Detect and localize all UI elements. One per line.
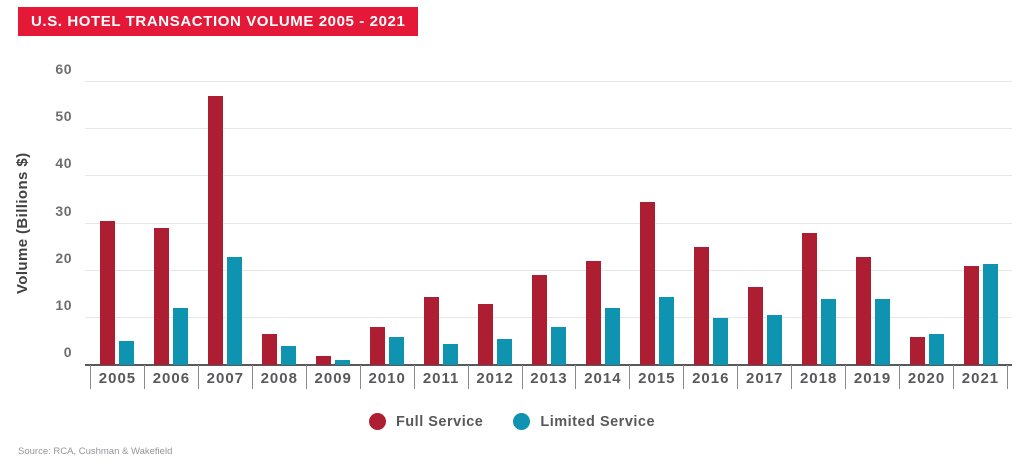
gridline-20 [85,269,1012,271]
bar-group-2019 [846,82,900,365]
x-tick-label-2016: 2016 [683,365,737,389]
y-tick-label-50: 50 [55,108,72,125]
legend-item-limited-service: Limited Service [513,413,655,430]
x-tick-label-2007: 2007 [197,365,252,389]
bar-limited-service-2005 [119,341,134,365]
x-tick-label-2012: 2012 [467,365,522,389]
bar-limited-service-2013 [551,327,566,365]
bar-full-service-2007 [208,96,223,365]
gridline-50 [85,128,1012,130]
bar-full-service-2009 [316,355,331,365]
y-tick-label-10: 10 [55,296,72,313]
bar-limited-service-2008 [281,346,296,365]
bar-limited-service-2006 [173,308,188,365]
x-tick-label-2009: 2009 [305,365,360,389]
y-tick-label-40: 40 [55,155,72,172]
bar-limited-service-2020 [929,334,944,365]
y-tick-label-60: 60 [55,61,72,77]
bar-full-service-2016 [694,247,709,365]
bar-group-2013 [522,82,576,365]
bar-limited-service-2016 [713,317,728,365]
bar-full-service-2005 [100,221,115,365]
bar-group-2006 [144,82,198,365]
bar-full-service-2013 [532,275,547,365]
bar-group-2011 [414,82,468,365]
bar-group-2016 [684,82,738,365]
bar-group-2020 [900,82,954,365]
bar-limited-service-2015 [659,296,674,365]
x-tick-label-2020: 2020 [899,365,953,389]
chart-title: U.S. HOTEL TRANSACTION VOLUME 2005 - 202… [31,13,406,30]
bar-group-2015 [630,82,684,365]
bar-full-service-2011 [424,296,439,365]
bar-group-2021 [954,82,1008,365]
bar-limited-service-2019 [875,298,890,365]
bar-group-2017 [738,82,792,365]
legend-swatch-full-service-icon [368,413,386,430]
bar-full-service-2018 [802,232,817,365]
plot-area: 0 10 20 30 40 50 60 2005 2006 2007 2008 2009 2010 20… [55,61,1012,389]
x-tick-label-2014: 2014 [575,365,629,389]
bar-limited-service-2011 [443,343,458,365]
x-tick-label-2015: 2015 [629,365,683,389]
bar-group-2010 [360,82,414,365]
bar-full-service-2017 [748,287,763,365]
x-tick-label-2013: 2013 [521,365,576,389]
bar-group-2014 [576,82,630,365]
gridline-30 [85,222,1012,224]
bar-group-2008 [252,82,306,365]
legend-swatch-limited-service-icon [513,413,531,430]
bar-limited-service-2014 [605,308,620,365]
bar-full-service-2021 [964,265,979,365]
x-axis-tick-labels: 2005 2006 2007 2008 2009 2010 2011 2012 2013 2014… [90,365,1008,389]
gridline-40 [85,175,1012,177]
bar-limited-service-2021 [983,263,998,365]
x-tick-label-2018: 2018 [791,365,845,389]
y-axis-title: Volume (Billions $) [14,152,31,295]
bar-limited-service-2018 [821,298,836,365]
legend-label-limited-service: Limited Service [540,413,656,430]
y-tick-label-0: 0 [63,344,72,360]
x-tick-label-2017: 2017 [737,365,791,389]
bar-full-service-2008 [262,334,277,365]
gridline-10 [85,316,1012,318]
bar-limited-service-2009 [335,360,350,365]
bar-full-service-2012 [478,303,493,365]
x-tick-label-2019: 2019 [845,365,899,389]
bar-limited-service-2007 [227,256,242,365]
legend-item-full-service: Full Service [368,413,484,430]
x-tick-label-2011: 2011 [413,365,468,389]
bar-limited-service-2012 [497,339,512,365]
bar-full-service-2006 [154,228,169,365]
bar-full-service-2015 [640,202,655,365]
x-tick-label-2006: 2006 [143,365,198,389]
y-tick-label-20: 20 [55,249,72,266]
bar-group-2018 [792,82,846,365]
bar-limited-service-2010 [389,336,404,365]
bar-group-2007 [198,82,252,365]
source-note: Source: RCA, Cushman & Wakefield [18,446,173,457]
bar-series-layer [90,82,1008,365]
bar-full-service-2020 [910,336,925,365]
bar-group-2012 [468,82,522,365]
bar-full-service-2019 [856,256,871,365]
x-tick-label-2008: 2008 [251,365,306,389]
legend-label-full-service: Full Service [395,413,484,430]
legend: Full Service Limited Service [0,413,1024,430]
chart-title-banner: U.S. HOTEL TRANSACTION VOLUME 2005 - 202… [18,7,419,36]
gridline-60 [85,81,1012,82]
y-tick-label-30: 30 [55,202,72,219]
x-tick-label-2010: 2010 [359,365,414,389]
x-tick-label-2005: 2005 [90,365,144,389]
bar-group-2005 [90,82,144,365]
bar-limited-service-2017 [767,315,782,365]
bar-group-2009 [306,82,360,365]
bar-full-service-2010 [370,327,385,365]
x-tick-label-2021: 2021 [953,365,1008,389]
bar-full-service-2014 [586,261,601,365]
x-axis-line [85,364,1012,366]
